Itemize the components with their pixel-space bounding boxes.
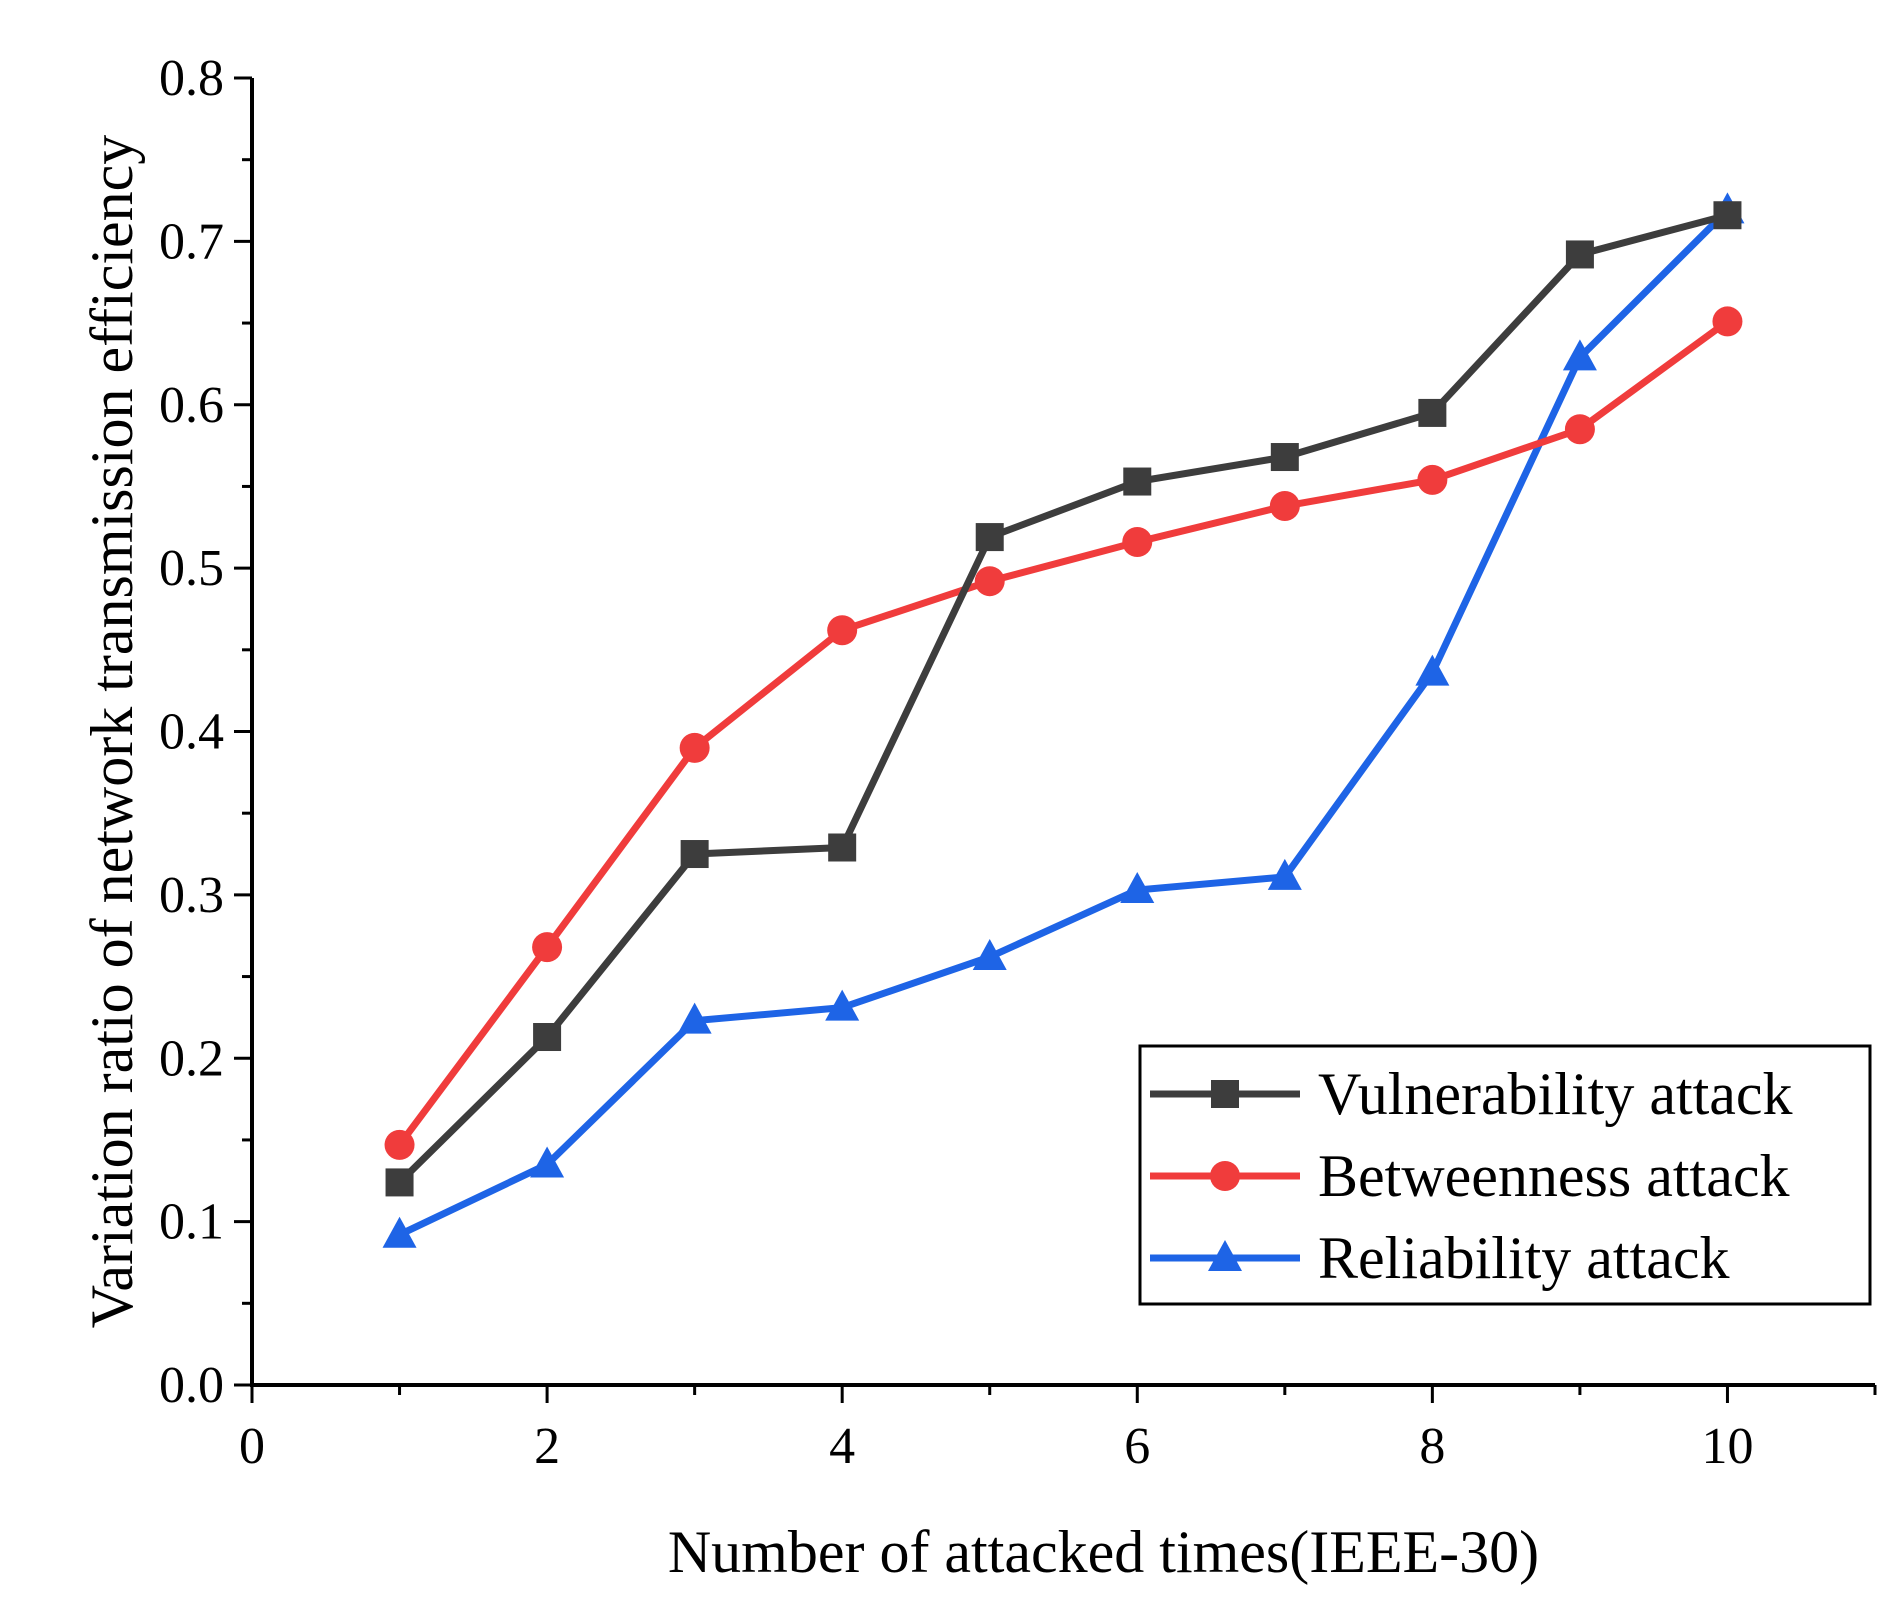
x-tick-label: 6 <box>1124 1418 1150 1475</box>
axes: 0.0 0.1 0.2 0.3 0.4 0.5 0.6 0.7 0.8 0 2 4 6 8 10 <box>159 50 1877 1475</box>
data-point <box>384 1129 415 1160</box>
data-point <box>827 615 858 646</box>
x-tick-label: 10 <box>1701 1418 1753 1475</box>
y-tick-label: 0.4 <box>159 704 224 761</box>
data-point <box>974 566 1005 597</box>
x-tick-label: 2 <box>534 1418 560 1475</box>
y-tick-label: 0.2 <box>159 1030 224 1087</box>
data-point <box>680 840 709 869</box>
data-point <box>1562 339 1597 371</box>
y-tick-label: 0.6 <box>159 377 224 434</box>
data-point <box>825 989 860 1021</box>
y-axis-title: Variation ratio of network transmission … <box>79 135 145 1329</box>
data-point <box>1564 414 1595 445</box>
y-tick-label: 0.3 <box>159 867 224 924</box>
x-tick-label: 0 <box>239 1418 265 1475</box>
data-point <box>828 833 857 862</box>
legend: Vulnerability attack Betweenness attack Re… <box>1138 1044 1872 1306</box>
series-reliability-attack <box>382 192 1745 1248</box>
data-point <box>1270 443 1299 472</box>
legend-label: Vulnerability attack <box>1318 1061 1793 1127</box>
data-point <box>1120 871 1155 903</box>
legend-marker <box>1208 1240 1242 1271</box>
data-point <box>1418 398 1447 427</box>
series-betweenness-attack <box>384 306 1743 1160</box>
y-tick-label: 0.0 <box>159 1357 224 1414</box>
data-point <box>1713 201 1742 230</box>
legend-label: Betweenness attack <box>1318 1143 1789 1209</box>
data-point <box>1267 858 1302 890</box>
data-point <box>1565 240 1594 269</box>
data-point <box>533 1023 562 1052</box>
x-axis-title: Number of attacked times(IEEE-30) <box>668 1519 1539 1585</box>
legend-item: Betweenness attack <box>1150 1143 1789 1209</box>
data-point <box>677 1002 712 1034</box>
data-point <box>382 1216 417 1248</box>
data-point <box>975 523 1004 552</box>
data-point <box>972 938 1007 970</box>
legend-item: Reliability attack <box>1150 1225 1730 1291</box>
data-point <box>1122 526 1153 557</box>
y-tick-label: 0.1 <box>159 1194 224 1251</box>
legend-label: Reliability attack <box>1318 1225 1730 1291</box>
series-line <box>398 207 1730 1238</box>
y-tick-label: 0.8 <box>159 50 224 107</box>
data-point <box>1123 467 1152 496</box>
x-tick-label: 8 <box>1419 1418 1445 1475</box>
data-point <box>1417 464 1448 495</box>
data-point <box>1712 306 1743 337</box>
data-point <box>1269 491 1300 522</box>
data-point <box>385 1168 414 1197</box>
series-vulnerability-attack <box>385 201 1742 1197</box>
data-point <box>1415 654 1450 686</box>
data-point <box>679 732 710 763</box>
series-layer <box>382 192 1745 1248</box>
legend-marker <box>1211 1080 1239 1108</box>
data-point <box>532 932 563 963</box>
legend-item: Vulnerability attack <box>1150 1061 1793 1127</box>
series-line <box>396 318 1730 1147</box>
data-point <box>530 1146 565 1178</box>
y-tick-label: 0.5 <box>159 540 224 597</box>
y-tick-label: 0.7 <box>159 213 224 270</box>
series-line <box>397 211 1729 1185</box>
x-tick-label: 4 <box>829 1418 855 1475</box>
legend-marker <box>1210 1161 1240 1191</box>
